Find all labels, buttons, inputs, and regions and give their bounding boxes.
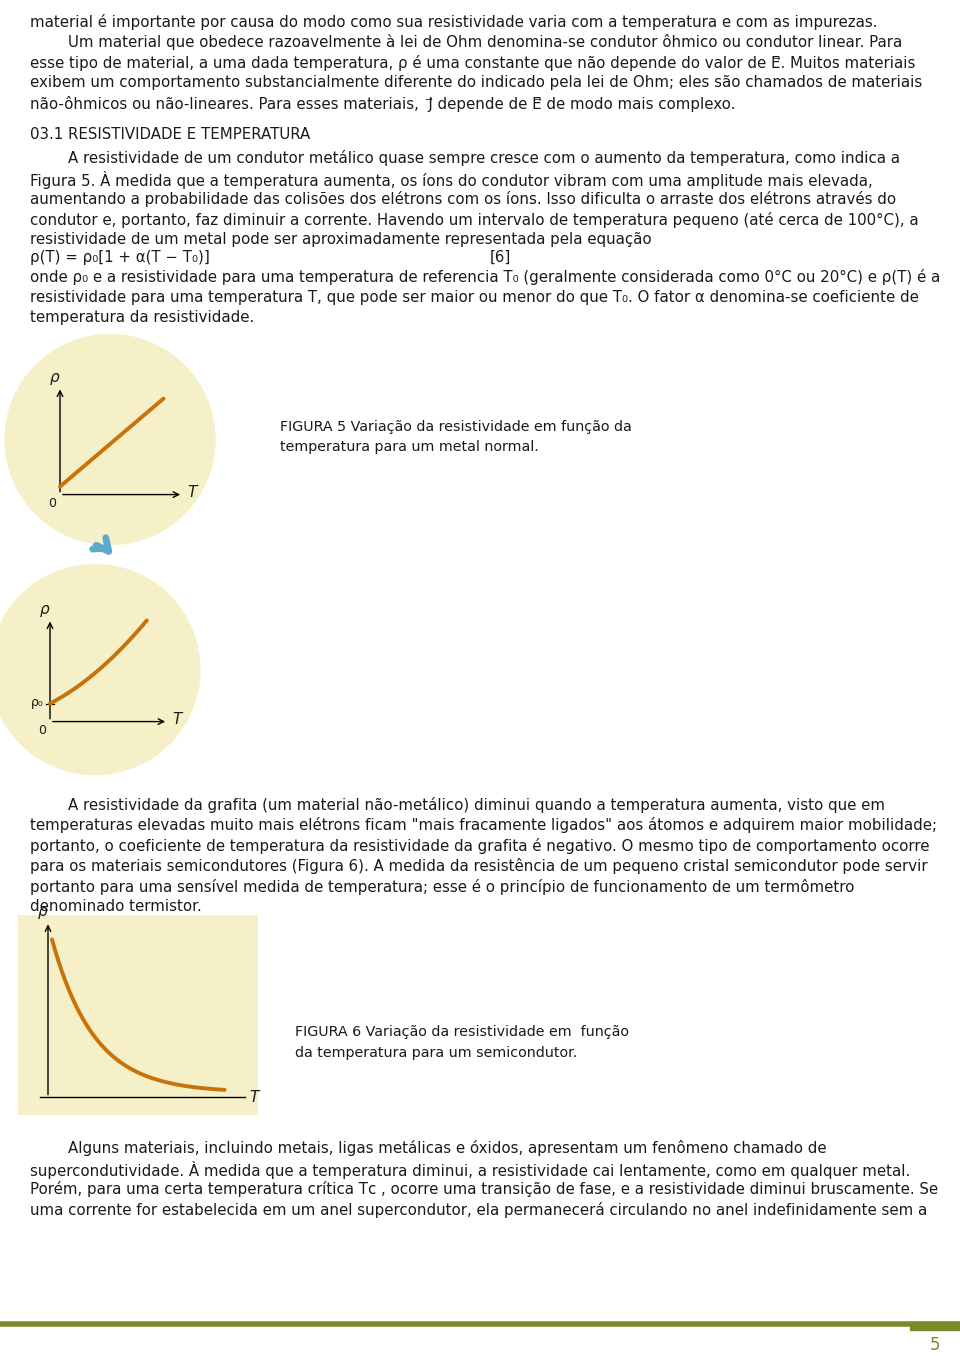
Text: ρ: ρ: [38, 904, 48, 919]
Text: onde ρ₀ e a resistividade para uma temperatura de referencia T₀ (geralmente cons: onde ρ₀ e a resistividade para uma tempe…: [30, 270, 940, 285]
Text: ρ: ρ: [50, 370, 60, 385]
Text: não-ôhmicos ou não-lineares. Para esses materiais,  J⃗ depende de E⃗ de modo mai: não-ôhmicos ou não-lineares. Para esses …: [30, 96, 735, 113]
Text: ρ₀: ρ₀: [32, 696, 44, 709]
Text: A resistividade de um condutor metálico quase sempre cresce com o aumento da tem: A resistividade de um condutor metálico …: [68, 151, 900, 167]
Text: temperaturas elevadas muito mais elétrons ficam "mais fracamente ligados" aos át: temperaturas elevadas muito mais elétron…: [30, 818, 937, 833]
Text: resistividade para uma temperatura T, que pode ser maior ou menor do que T₀. O f: resistividade para uma temperatura T, qu…: [30, 290, 919, 305]
Circle shape: [0, 564, 200, 774]
Text: uma corrente for estabelecida em um anel supercondutor, ela permanecerá circulan: uma corrente for estabelecida em um anel…: [30, 1201, 927, 1218]
Text: portanto, o coeficiente de temperatura da resistividade da grafita é negativo. O: portanto, o coeficiente de temperatura d…: [30, 838, 929, 853]
Text: 0: 0: [48, 496, 56, 510]
Text: material é importante por causa do modo como sua resistividade varia com a tempe: material é importante por causa do modo …: [30, 14, 877, 30]
Text: ρ(T) = ρ₀[1 + α(T − T₀)]: ρ(T) = ρ₀[1 + α(T − T₀)]: [30, 250, 210, 264]
Text: esse tipo de material, a uma dada temperatura, ρ é uma constante que não depende: esse tipo de material, a uma dada temper…: [30, 56, 916, 71]
Text: T: T: [172, 712, 181, 727]
Text: A resistividade da grafita (um material não-metálico) diminui quando a temperatu: A resistividade da grafita (um material …: [68, 796, 885, 812]
Text: [6]: [6]: [490, 250, 512, 264]
Text: Alguns materiais, incluindo metais, ligas metálicas e óxidos, apresentam um fenô: Alguns materiais, incluindo metais, liga…: [68, 1140, 827, 1157]
Text: Um material que obedece razoavelmente à lei de Ohm denomina-se condutor ôhmico o: Um material que obedece razoavelmente à …: [68, 34, 902, 50]
FancyBboxPatch shape: [18, 915, 258, 1116]
Text: 0: 0: [38, 724, 46, 736]
Text: ρ: ρ: [40, 602, 50, 617]
Text: FIGURA 5 Variação da resistividade em função da: FIGURA 5 Variação da resistividade em fu…: [280, 419, 632, 434]
Text: portanto para uma sensível medida de temperatura; esse é o princípio de funciona: portanto para uma sensível medida de tem…: [30, 879, 854, 895]
Text: aumentando a probabilidade das colisões dos elétrons com os íons. Isso dificulta: aumentando a probabilidade das colisões …: [30, 191, 896, 207]
Text: FIGURA 6 Variação da resistividade em  função: FIGURA 6 Variação da resistividade em fu…: [295, 1025, 629, 1040]
Text: T: T: [249, 1090, 258, 1105]
Circle shape: [5, 335, 215, 545]
Text: T: T: [187, 485, 197, 500]
Text: Figura 5. À medida que a temperatura aumenta, os íons do condutor vibram com uma: Figura 5. À medida que a temperatura aum…: [30, 171, 873, 188]
Text: resistividade de um metal pode ser aproximadamente representada pela equação: resistividade de um metal pode ser aprox…: [30, 232, 652, 247]
Text: Porém, para uma certa temperatura crítica Tᴄ , ocorre uma transição de fase, e a: Porém, para uma certa temperatura crític…: [30, 1181, 938, 1197]
Text: exibem um comportamento substancialmente diferente do indicado pela lei de Ohm; : exibem um comportamento substancialmente…: [30, 76, 923, 91]
Text: 5: 5: [929, 1336, 940, 1355]
Text: da temperatura para um semicondutor.: da temperatura para um semicondutor.: [295, 1045, 577, 1060]
Text: para os materiais semicondutores (Figura 6). A medida da resistência de um peque: para os materiais semicondutores (Figura…: [30, 858, 927, 875]
Text: temperatura para um metal normal.: temperatura para um metal normal.: [280, 441, 539, 454]
Text: denominado termistor.: denominado termistor.: [30, 899, 202, 914]
Text: 03.1 RESISTIVIDADE E TEMPERATURA: 03.1 RESISTIVIDADE E TEMPERATURA: [30, 126, 310, 142]
Text: condutor e, portanto, faz diminuir a corrente. Havendo um intervalo de temperatu: condutor e, portanto, faz diminuir a cor…: [30, 212, 919, 228]
Text: supercondutividade. À medida que a temperatura diminui, a resistividade cai lent: supercondutividade. À medida que a tempe…: [30, 1161, 910, 1178]
Text: temperatura da resistividade.: temperatura da resistividade.: [30, 311, 254, 325]
